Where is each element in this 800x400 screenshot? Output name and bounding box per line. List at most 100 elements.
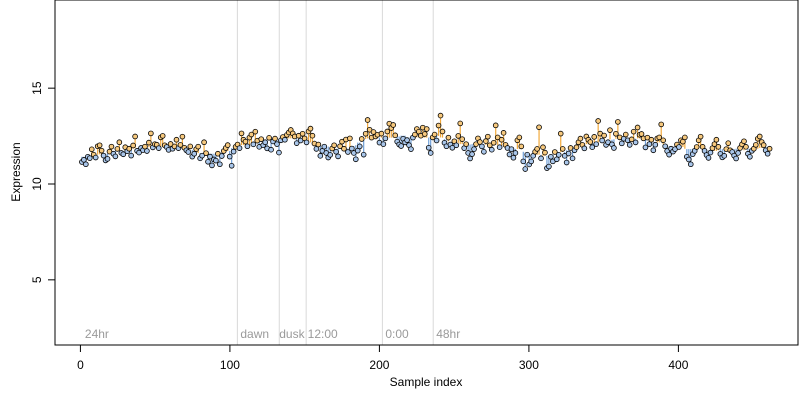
data-point — [268, 146, 274, 153]
data-point — [510, 154, 517, 161]
region-label: dawn — [240, 327, 269, 341]
data-point — [425, 144, 432, 151]
data-point — [650, 147, 657, 154]
data-point — [496, 144, 503, 151]
data-point — [453, 142, 460, 149]
region-labels: 24hr dawn dusk 12:00 0:00 48hr — [85, 327, 460, 341]
data-point — [611, 145, 617, 151]
data-point — [248, 131, 255, 138]
data-point — [516, 134, 523, 141]
data-point — [573, 144, 580, 151]
data-point — [747, 153, 753, 160]
data-point — [128, 152, 134, 159]
data-point — [404, 137, 410, 143]
data-point — [522, 166, 529, 172]
data-point — [615, 119, 621, 125]
data-point — [437, 112, 444, 119]
data-point — [687, 161, 694, 168]
data-point — [518, 143, 525, 150]
data-point — [427, 150, 434, 156]
data-point — [676, 144, 682, 150]
data-point — [398, 143, 404, 149]
data-point — [764, 150, 771, 157]
data-point — [179, 133, 186, 140]
data-point — [307, 125, 314, 132]
data-point — [485, 133, 491, 140]
data-point — [205, 158, 211, 165]
region-dividers — [236, 0, 434, 345]
x-tick-label: 0 — [77, 358, 84, 372]
data-point — [622, 131, 629, 138]
data-point — [236, 145, 243, 151]
data-point — [335, 153, 341, 160]
data-point — [207, 153, 213, 160]
data-point — [299, 130, 306, 137]
data-point — [244, 143, 251, 150]
data-point — [632, 139, 639, 146]
data-point — [185, 149, 192, 155]
data-point — [707, 149, 714, 156]
data-point — [581, 145, 588, 152]
data-point — [341, 145, 347, 152]
data-point — [589, 144, 596, 151]
data-point — [553, 156, 560, 163]
data-point — [613, 130, 619, 137]
data-point — [693, 144, 700, 150]
x-tick-label: 200 — [369, 358, 389, 372]
data-point — [213, 157, 219, 164]
data-point — [364, 117, 371, 123]
data-point — [463, 141, 469, 147]
region-label: 24hr — [85, 327, 109, 341]
data-point — [595, 118, 601, 124]
data-point — [607, 127, 613, 133]
data-point — [753, 142, 759, 148]
data-point — [408, 146, 414, 152]
data-point — [662, 143, 668, 150]
data-points — [79, 112, 773, 172]
data-point — [88, 146, 95, 153]
data-point — [144, 148, 150, 154]
data-point — [565, 150, 572, 157]
data-point — [238, 130, 245, 137]
data-point — [538, 155, 544, 162]
data-point — [682, 134, 688, 141]
data-point — [309, 132, 316, 139]
data-point — [136, 149, 142, 156]
data-point — [656, 134, 663, 141]
data-point — [187, 143, 194, 150]
data-point — [555, 152, 562, 158]
data-point — [96, 142, 103, 149]
data-point — [191, 150, 198, 157]
data-point — [760, 142, 767, 148]
data-point — [86, 155, 93, 161]
data-point — [524, 151, 531, 158]
data-point — [520, 158, 527, 165]
data-point — [100, 152, 107, 159]
data-point — [721, 153, 728, 159]
data-point — [628, 136, 635, 143]
data-point — [528, 158, 534, 165]
data-point — [498, 136, 505, 143]
data-point — [477, 139, 483, 145]
data-point — [435, 122, 442, 129]
data-point — [331, 142, 337, 149]
data-point — [114, 146, 121, 152]
data-point — [380, 141, 387, 147]
data-point — [252, 128, 259, 135]
data-point — [563, 159, 570, 166]
region-label: 48hr — [436, 327, 460, 341]
data-point — [258, 136, 265, 142]
data-point — [315, 141, 322, 148]
data-point — [317, 153, 324, 159]
x-tick-label: 300 — [519, 358, 539, 372]
data-point — [337, 143, 343, 150]
data-point — [148, 130, 154, 137]
data-point — [512, 150, 519, 156]
data-point — [276, 149, 282, 156]
data-point — [378, 130, 385, 137]
data-point — [534, 146, 540, 152]
data-point — [146, 139, 152, 146]
data-point — [569, 155, 576, 162]
data-point — [713, 136, 720, 143]
